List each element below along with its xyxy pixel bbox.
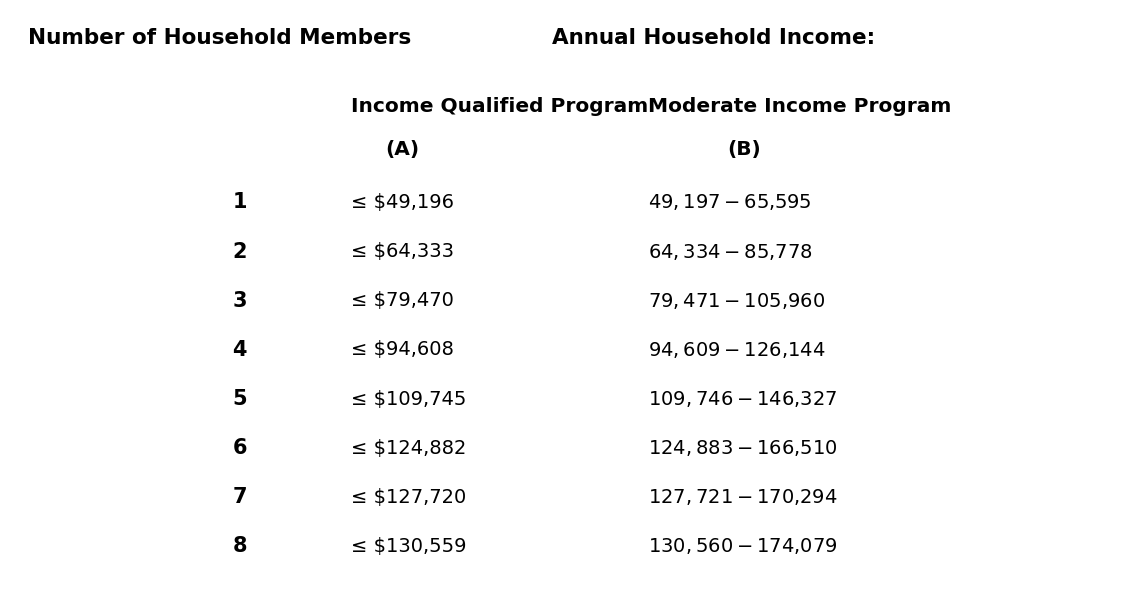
Text: $64,334 - $85,778: $64,334 - $85,778 (648, 242, 812, 262)
Text: ≤ $109,745: ≤ $109,745 (351, 390, 466, 408)
Text: ≤ $127,720: ≤ $127,720 (351, 488, 466, 507)
Text: $94,609 - $126,144: $94,609 - $126,144 (648, 340, 825, 360)
Text: Number of Household Members: Number of Household Members (28, 28, 412, 49)
Text: 5: 5 (232, 389, 247, 409)
Text: $49,197 - $65,595: $49,197 - $65,595 (648, 192, 811, 213)
Text: ≤ $124,882: ≤ $124,882 (351, 439, 466, 458)
Text: 2: 2 (232, 242, 247, 262)
Text: ≤ $130,559: ≤ $130,559 (351, 537, 466, 556)
Text: $79,471 - $105,960: $79,471 - $105,960 (648, 291, 825, 311)
Text: (A): (A) (385, 140, 419, 159)
Text: $127,721 - $170,294: $127,721 - $170,294 (648, 487, 837, 507)
Text: Income Qualified Program: Income Qualified Program (351, 97, 649, 116)
Text: ≤ $79,470: ≤ $79,470 (351, 291, 454, 310)
Text: 3: 3 (232, 291, 247, 311)
Text: 1: 1 (232, 192, 247, 213)
Text: 7: 7 (232, 487, 247, 507)
Text: $130,560 - $174,079: $130,560 - $174,079 (648, 536, 837, 556)
Text: Moderate Income Program: Moderate Income Program (648, 97, 951, 116)
Text: 6: 6 (232, 438, 247, 458)
Text: ≤ $49,196: ≤ $49,196 (351, 193, 454, 212)
Text: 8: 8 (232, 536, 247, 556)
Text: (B): (B) (727, 140, 761, 159)
Text: ≤ $64,333: ≤ $64,333 (351, 242, 454, 261)
Text: $124,883 - $166,510: $124,883 - $166,510 (648, 438, 837, 458)
Text: 4: 4 (232, 340, 247, 360)
Text: ≤ $94,608: ≤ $94,608 (351, 340, 454, 359)
Text: Annual Household Income:: Annual Household Income: (552, 28, 875, 49)
Text: $109,746 - $146,327: $109,746 - $146,327 (648, 389, 837, 409)
